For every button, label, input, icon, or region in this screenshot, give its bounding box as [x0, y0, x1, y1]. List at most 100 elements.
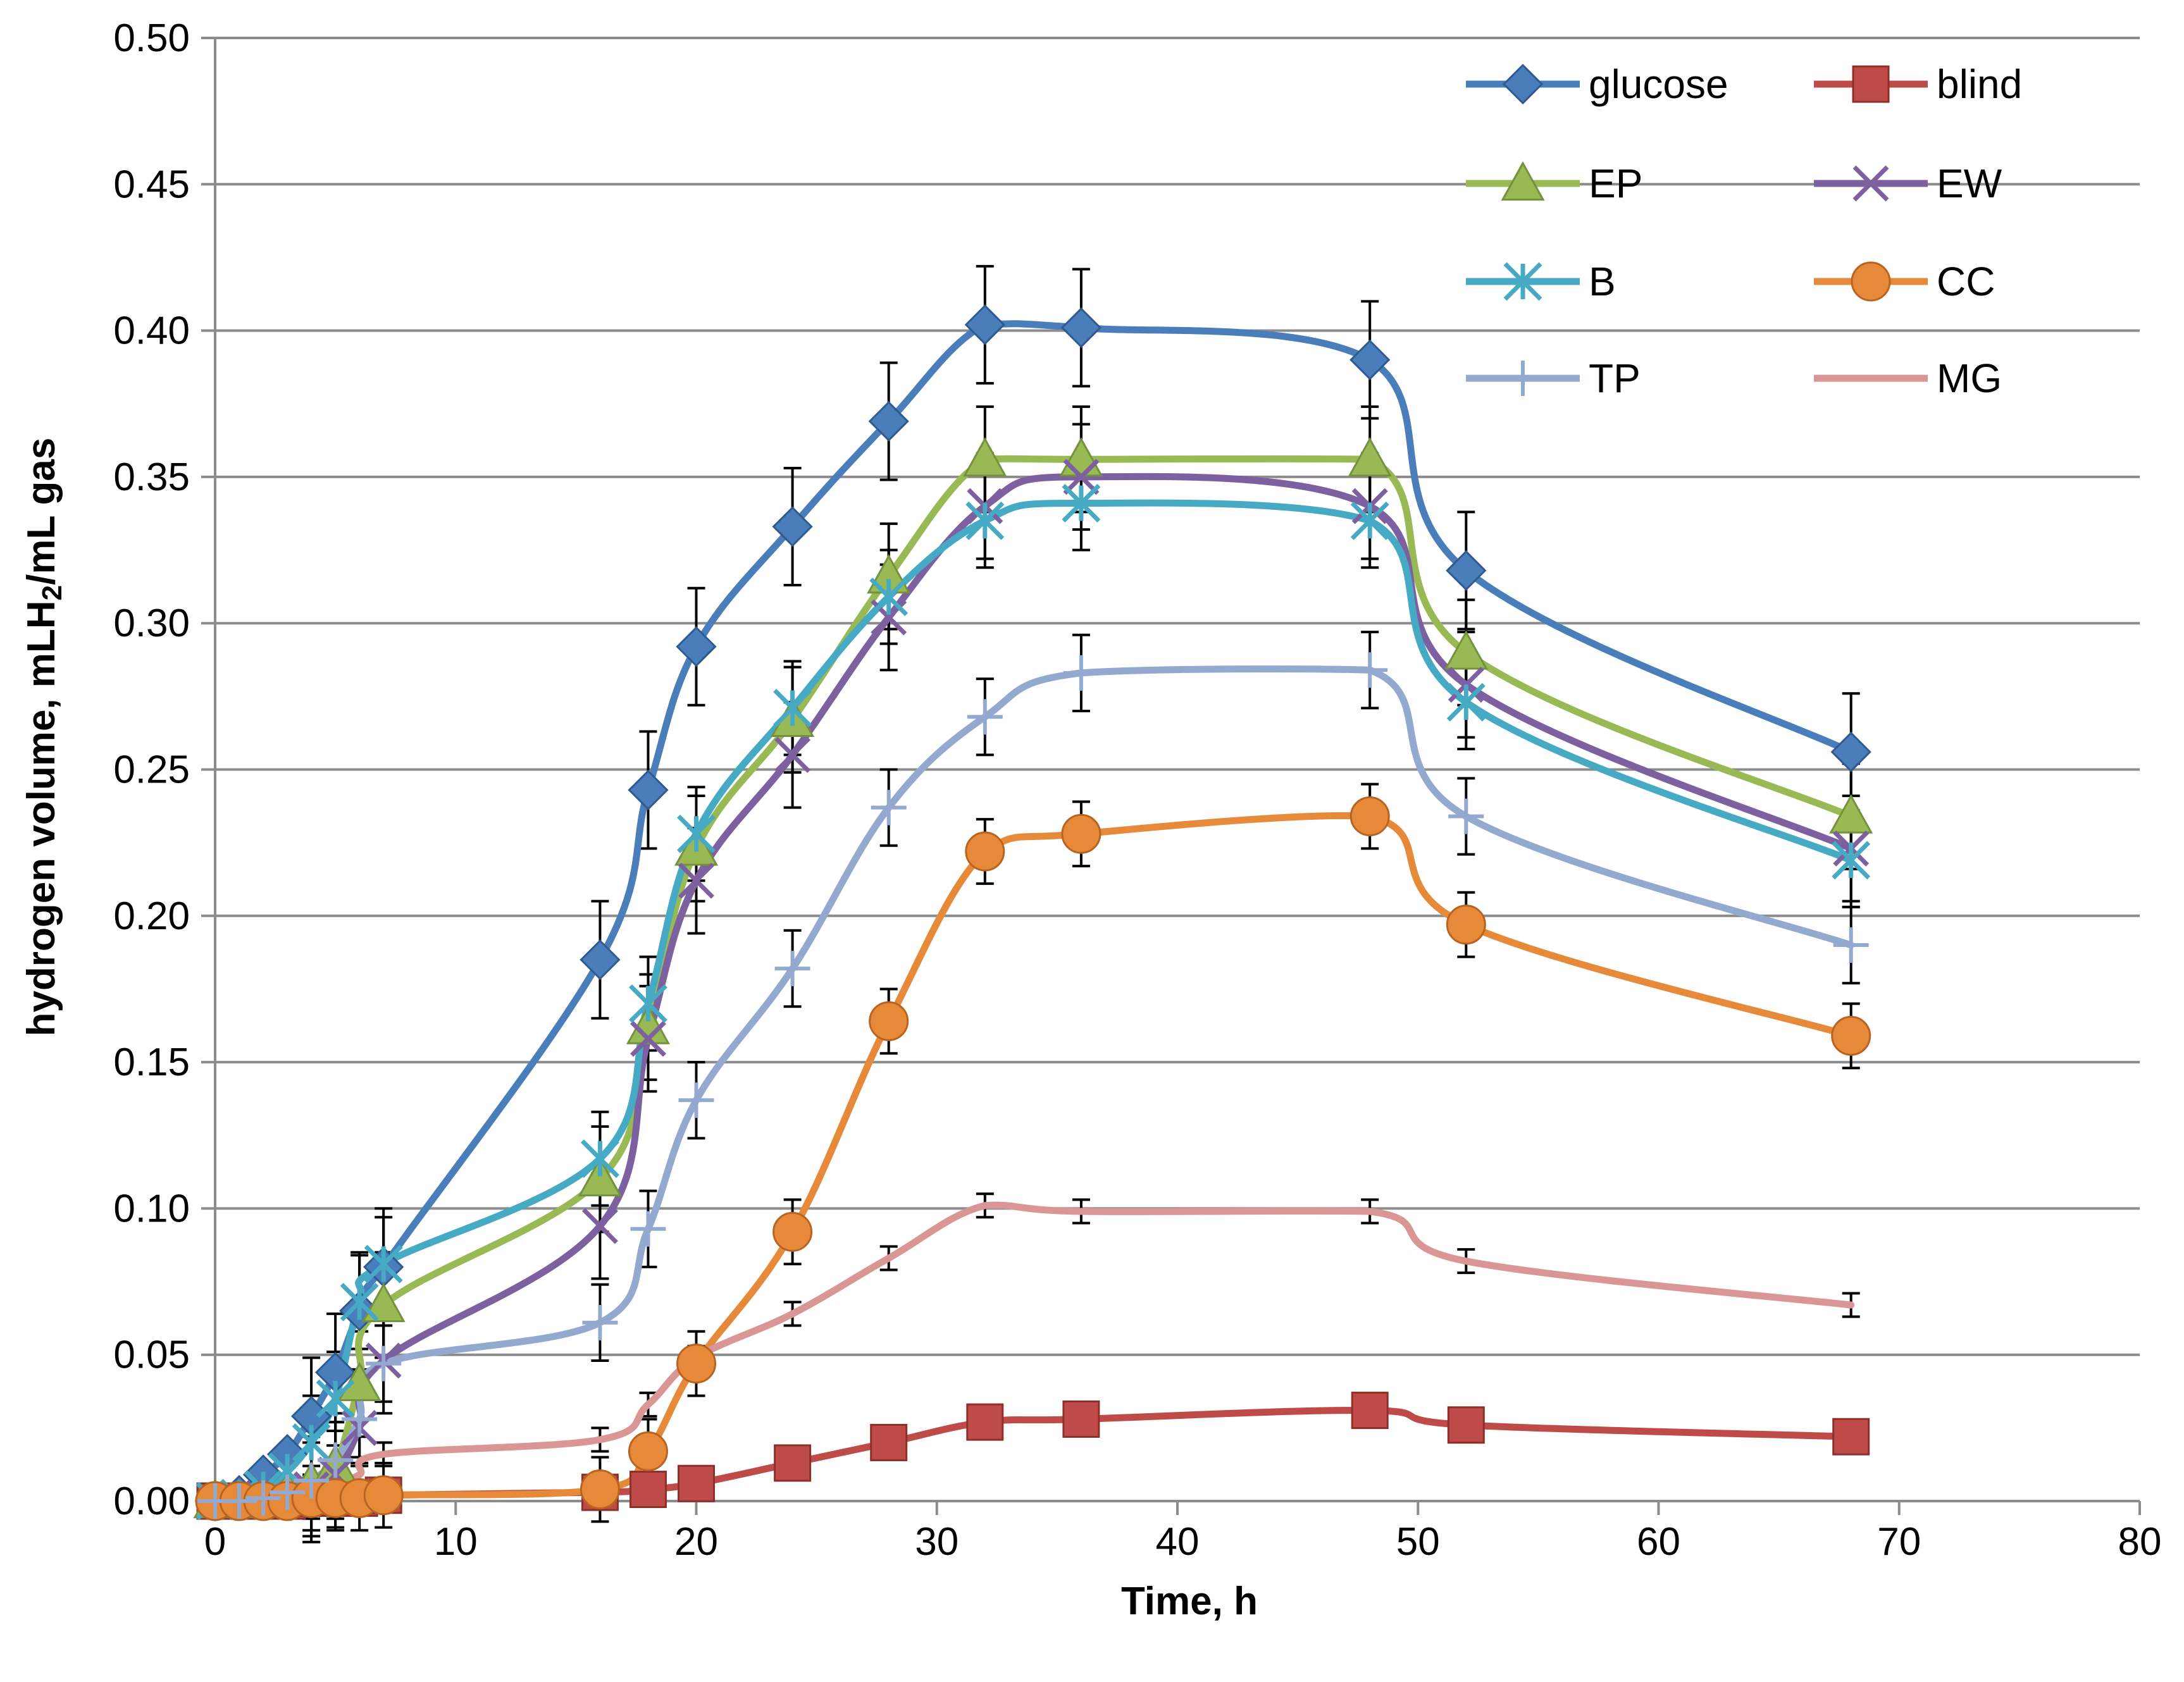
data-point-EW — [678, 862, 714, 899]
data-point-glucose — [676, 626, 717, 667]
legend-label: glucose — [1589, 61, 1728, 107]
data-point-EP — [361, 1282, 406, 1323]
legend-marker-TP — [1505, 361, 1541, 396]
data-point-TP — [245, 1480, 282, 1516]
data-point-glucose — [1446, 550, 1487, 591]
data-point-B — [1350, 501, 1389, 540]
legend-marker-glucose — [1502, 63, 1544, 105]
data-point-TP — [366, 1345, 402, 1382]
y-tick-label: 0.50 — [113, 16, 190, 60]
data-point-blind — [1832, 1418, 1870, 1456]
data-point-TP — [1833, 927, 1869, 963]
data-point-B — [316, 1379, 355, 1418]
legend-marker-EP — [1501, 161, 1545, 201]
data-point-EW — [581, 1208, 618, 1244]
data-point-B — [1446, 683, 1486, 722]
data-point-EP — [578, 1157, 622, 1197]
data-point-glucose — [1830, 731, 1871, 772]
data-point-blind — [629, 1470, 667, 1508]
data-point-EP — [1444, 630, 1488, 670]
legend-label: blind — [1937, 61, 2022, 107]
data-point-glucose — [628, 769, 669, 811]
data-point-B — [1832, 841, 1871, 880]
y-axis-title: hydrogen volume, mLH2/mL gas — [20, 438, 68, 1037]
series-markers — [193, 304, 1873, 1522]
data-point-EP — [1348, 437, 1392, 477]
data-point-CC — [363, 1475, 404, 1516]
series-lines — [211, 320, 1855, 1505]
data-point-blind — [1062, 1400, 1100, 1438]
data-point-B — [340, 1282, 379, 1321]
data-point-TP — [582, 1304, 618, 1340]
data-point-B — [773, 688, 812, 727]
legend-item-B: B — [1466, 259, 1616, 304]
data-point-EP — [963, 437, 1007, 477]
legend-item-TP: TP — [1466, 356, 1641, 401]
legend-item-EP: EP — [1466, 161, 1642, 206]
legend-item-blind: blind — [1814, 61, 2022, 107]
data-point-CC — [628, 1431, 668, 1471]
data-point-EW — [774, 736, 811, 773]
y-tick-label: 0.20 — [113, 894, 190, 938]
data-point-blind — [870, 1423, 908, 1461]
data-point-TP — [294, 1462, 330, 1499]
legend-item-MG: MG — [1814, 356, 2002, 401]
legend-label: CC — [1937, 259, 1995, 304]
legend-marker-CC — [1851, 261, 1891, 302]
data-point-CC — [580, 1469, 620, 1509]
series-line-EP — [211, 455, 1855, 1505]
x-tick-label: 0 — [204, 1520, 226, 1564]
data-point-B — [364, 1244, 403, 1283]
data-point-TP — [678, 1082, 714, 1118]
data-point-CC — [1061, 813, 1101, 854]
y-tick-label: 0.35 — [113, 455, 190, 499]
y-tick-label: 0.00 — [113, 1480, 190, 1523]
legend-item-CC: CC — [1814, 259, 1995, 304]
data-point-B — [628, 984, 667, 1023]
data-point-TP — [221, 1483, 257, 1519]
data-point-TP — [1448, 798, 1484, 834]
data-point-TP — [967, 699, 1003, 735]
x-tick-label: 60 — [1637, 1520, 1680, 1564]
series-line-blind — [211, 1406, 1855, 1505]
data-point-B — [965, 501, 1005, 540]
y-axis-title-subscript: 2 — [37, 585, 68, 600]
data-point-TP — [1063, 655, 1099, 691]
y-tick-label: 0.10 — [113, 1187, 190, 1230]
data-point-EP — [1829, 794, 1873, 834]
axes: 0.00 0.05 0.10 0.15 0.20 0.25 0.30 0.35 0.40 0.45… — [113, 16, 2161, 1564]
legend-label: EW — [1937, 161, 2002, 206]
data-point-B — [677, 814, 716, 853]
legend-marker-EW — [1852, 165, 1889, 202]
data-point-B — [580, 1139, 619, 1178]
data-point-blind — [1447, 1406, 1485, 1444]
y-tick-label: 0.30 — [113, 602, 190, 645]
y-tick-label: 0.40 — [113, 309, 190, 353]
y-tick-label: 0.05 — [113, 1333, 190, 1377]
legend-label: MG — [1937, 356, 2002, 401]
data-point-TP — [774, 951, 810, 987]
data-point-EW — [1063, 459, 1100, 495]
data-point-TP — [630, 1211, 666, 1247]
y-axis-title-unit: /mL gas — [20, 438, 63, 585]
series-line-glucose — [211, 320, 1855, 1505]
data-point-CC — [676, 1344, 716, 1384]
data-point-CC — [965, 831, 1005, 872]
data-point-blind — [678, 1464, 715, 1502]
legend-item-glucose: glucose — [1466, 61, 1728, 107]
legend-marker-blind — [1852, 65, 1890, 103]
data-point-TP — [342, 1401, 378, 1437]
legend-item-EW: EW — [1814, 161, 2002, 206]
legend: glucose blind EP EW B CC TP MG — [1466, 61, 2022, 401]
x-tick-label: 80 — [2118, 1520, 2162, 1564]
data-point-EW — [630, 1020, 666, 1057]
data-point-B — [1062, 484, 1101, 523]
data-point-glucose — [868, 400, 909, 442]
x-tick-label: 50 — [1396, 1520, 1440, 1564]
data-point-CC — [772, 1211, 813, 1252]
data-point-TP — [1352, 652, 1388, 688]
legend-marker-B — [1503, 262, 1542, 301]
data-point-glucose — [772, 506, 813, 547]
